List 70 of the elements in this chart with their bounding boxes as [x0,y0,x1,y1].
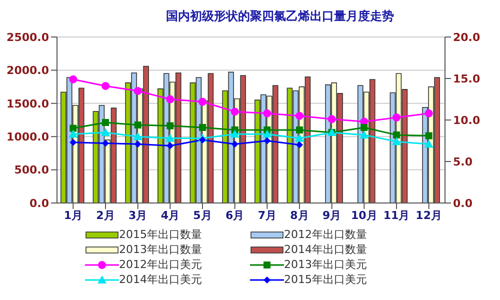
x-tick-label: 11月 [383,208,410,222]
legend-label: 2013年出口美元 [284,257,367,272]
legend-label: 2015年出口数量 [119,227,202,242]
point [230,108,239,116]
point [392,114,400,122]
point [102,140,109,147]
point [70,138,77,146]
point [166,134,175,142]
y-tick-label: 1000.0 [6,130,50,144]
x-tick-label: 7月 [258,208,276,222]
chart-title: 国内初级形状的聚四氯乙烯出口量月度走势 [165,8,395,25]
point [101,128,110,136]
legend-label: 2012年出口美元 [119,257,202,272]
point [230,130,240,138]
x-tick-label: 8月 [290,208,309,222]
point [296,126,303,134]
point [199,136,206,144]
y2-tick-label: 0.0 [453,196,473,210]
y-tick-label: 2000.0 [6,64,50,78]
point [69,75,78,84]
point [70,124,77,132]
legend-label: 2013年出口数量 [119,242,202,257]
point [231,140,238,148]
y2-tick-label: 5.0 [453,155,473,168]
point [424,109,433,118]
x-tick-label: 5月 [193,208,212,222]
y2-tick-label: 15.0 [453,72,480,86]
x-tick-label: 4月 [160,208,180,222]
y-tick-label: 2500.0 [6,30,50,44]
point [199,124,206,131]
point [263,109,272,118]
point [393,131,400,138]
point [262,130,272,138]
y-tick-label: 500.0 [14,164,50,177]
point [360,124,368,131]
y-tick-label: 1500.0 [6,97,50,110]
y-tick-label: 0.0 [30,196,50,210]
point [328,115,336,124]
point [296,112,304,120]
point [392,137,401,146]
x-tick-label: 10月 [351,208,378,222]
legend-label: 2014年出口数量 [284,242,367,257]
point [360,130,369,138]
y2-tick-label: 20.0 [453,30,480,44]
x-tick-label: 1月 [64,208,82,222]
point [166,122,174,130]
point [68,130,78,138]
point [198,98,206,106]
point [134,140,142,148]
point [134,121,142,128]
point [425,132,432,140]
x-tick-label: 6月 [226,208,244,222]
x-tick-label: 9月 [322,208,342,222]
point [264,137,271,144]
x-tick-label: 3月 [128,208,148,222]
legend-label: 2012年出口数量 [284,227,367,242]
x-tick-label: 12月 [416,208,442,222]
point [424,140,434,148]
point [295,134,304,142]
point [166,95,174,104]
point [166,142,174,150]
x-tick-label: 2月 [96,208,115,222]
point [296,141,303,148]
legend-label: 2015年出口美元 [284,272,367,287]
point [102,118,109,126]
point [134,86,142,95]
y2-tick-label: 10.0 [453,114,480,127]
legend-label: 2014年出口美元 [119,272,202,287]
point [133,132,142,140]
point [102,82,110,90]
